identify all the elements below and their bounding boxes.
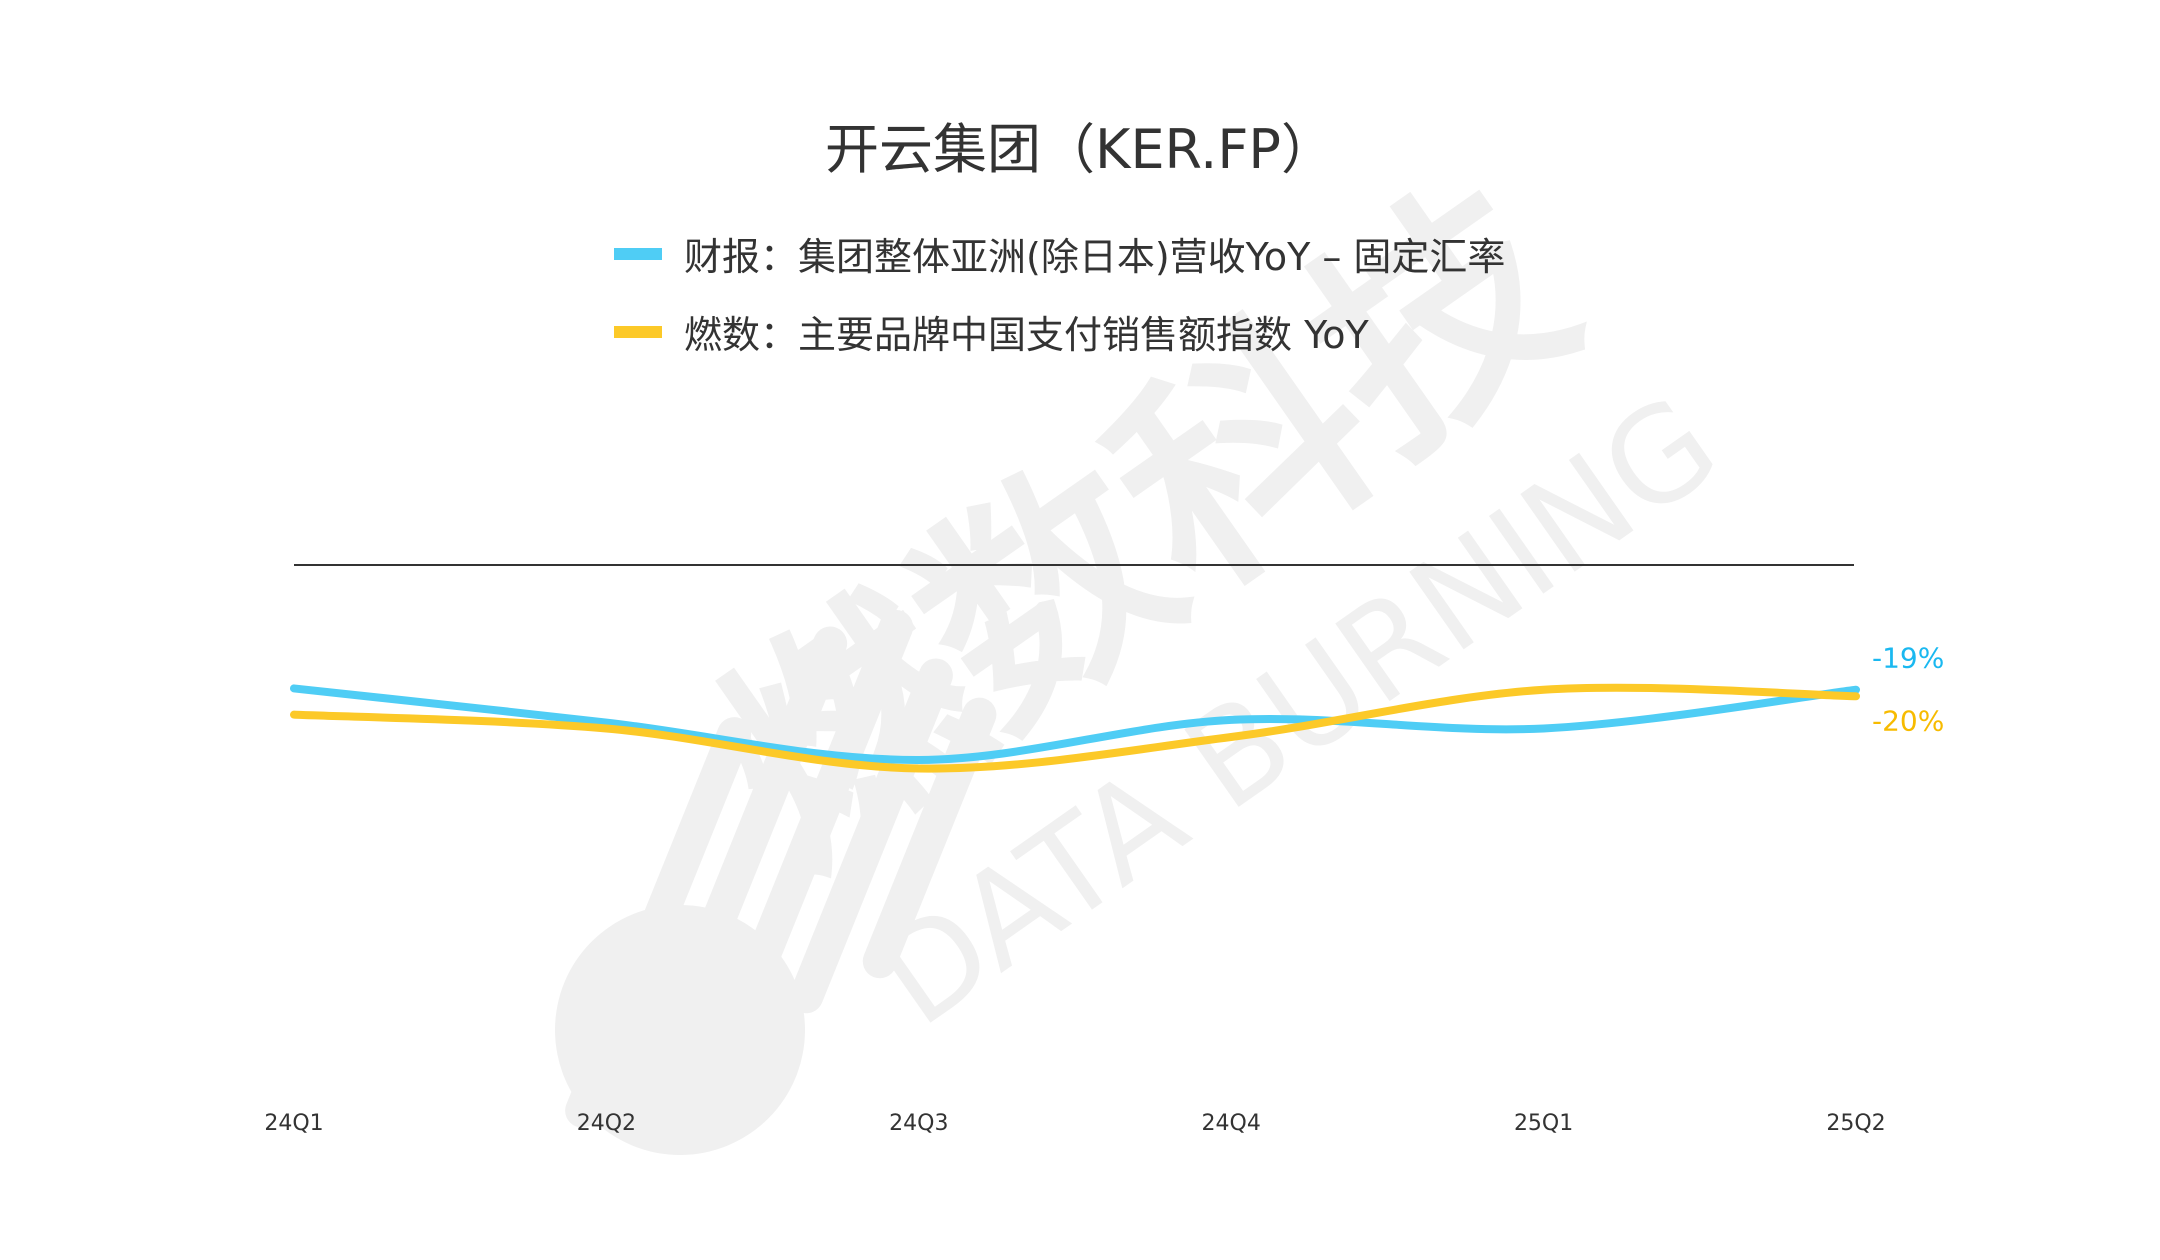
x-tick-label: 24Q3 <box>889 1111 948 1136</box>
x-tick-label: 24Q1 <box>264 1111 323 1136</box>
end-value-label: -19% <box>1872 642 1944 675</box>
chart-title: 开云集团（KER.FP） <box>825 118 1335 181</box>
x-tick-label: 24Q4 <box>1202 1111 1261 1136</box>
series-line-1 <box>290 683 1860 773</box>
legend-item-financial: 财报：集团整体亚洲(除日本)营收YoY – 固定汇率 <box>614 226 1505 281</box>
x-tick-label: 25Q1 <box>1514 1111 1573 1136</box>
series-line-0 <box>290 684 1860 764</box>
legend-swatch <box>614 247 662 260</box>
end-value-label: -20% <box>1872 704 1944 737</box>
legend-swatch <box>614 325 662 338</box>
x-tick-label: 25Q2 <box>1826 1111 1885 1136</box>
legend-label: 财报：集团整体亚洲(除日本)营收YoY – 固定汇率 <box>684 235 1506 279</box>
x-tick-label: 24Q2 <box>577 1111 636 1136</box>
legend-label: 燃数：主要品牌中国支付销售额指数 YoY <box>684 313 1369 357</box>
legend-item-ranshu: 燃数：主要品牌中国支付销售额指数 YoY <box>614 304 1369 359</box>
